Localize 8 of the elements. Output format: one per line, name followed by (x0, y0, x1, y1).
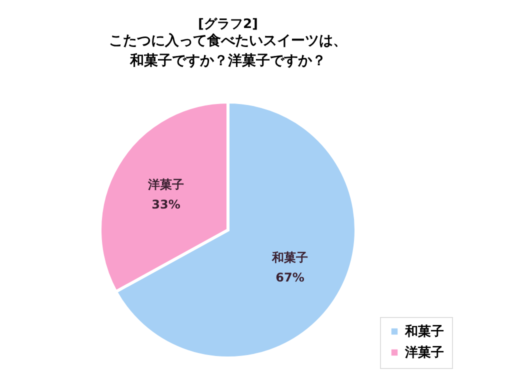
legend-label: 和菓子 (404, 324, 444, 340)
chart-title: [グラフ2] (198, 17, 258, 32)
data-label: 33% (152, 197, 180, 212)
chart-subtitle: こたつに入って食べたいスイーツは、和菓子ですか？洋菓子ですか？ (109, 33, 347, 69)
slice-label: 和菓子 (270, 250, 308, 265)
data-label: 67% (276, 270, 304, 285)
slice-label: 洋菓子 (147, 177, 184, 192)
legend-label: 洋菓子 (404, 344, 444, 360)
